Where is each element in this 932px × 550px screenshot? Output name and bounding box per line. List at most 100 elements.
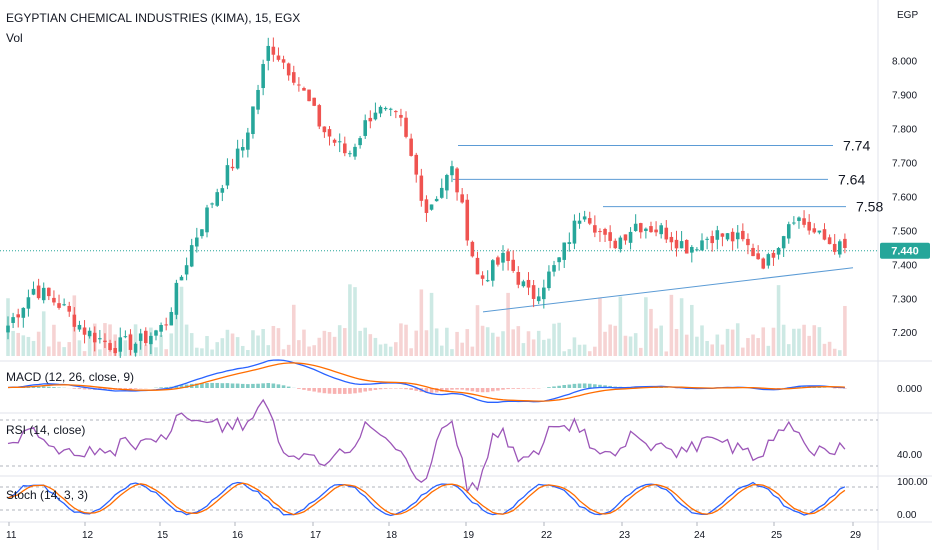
volume-bar <box>577 344 582 356</box>
candle-body <box>761 258 766 269</box>
candle-body <box>766 254 771 266</box>
candle-body <box>776 248 781 255</box>
candle-body <box>832 243 837 252</box>
time-axis[interactable]: 11 12 15 16 17 18 19 22 23 24 25 29 <box>6 522 862 541</box>
candle-body <box>603 228 607 235</box>
price-axis[interactable]: 8.000 7.900 7.800 7.700 7.600 7.500 7.400 7.300… <box>892 57 917 340</box>
macd-histogram-bar <box>460 388 464 390</box>
candle-body <box>730 231 735 242</box>
candle-body <box>47 287 51 297</box>
candle-body <box>286 63 291 76</box>
candle-body <box>618 237 623 250</box>
candle-body <box>690 246 694 253</box>
volume-bar <box>210 349 214 356</box>
candle-body <box>460 194 464 203</box>
candle-body <box>394 111 398 113</box>
volume-bar <box>251 330 255 356</box>
macd-histogram-bar <box>506 388 510 390</box>
volume-bar <box>735 323 740 356</box>
volume-bar <box>511 329 515 356</box>
volume-bar <box>455 331 459 356</box>
candle-body <box>654 229 658 233</box>
macd-histogram-bar <box>36 386 41 388</box>
volume-bar <box>327 332 332 356</box>
volume-bar <box>572 337 577 356</box>
macd-label: MACD (12, 26, close, 9) <box>6 370 134 384</box>
macd-histogram-bar <box>388 388 393 389</box>
macd-histogram-bar <box>246 384 250 388</box>
volume-bar <box>77 340 82 356</box>
volume-bar <box>189 333 194 356</box>
volume-bar <box>348 284 352 356</box>
volume-bar <box>337 325 342 356</box>
volume-bar <box>154 347 158 356</box>
volume-bar <box>812 325 817 356</box>
volume-bar <box>424 330 429 356</box>
candle-body <box>92 332 97 343</box>
volume-bar <box>439 345 444 356</box>
candle-body <box>189 245 194 267</box>
macd-histogram-bar <box>414 388 419 391</box>
macd-histogram-bar <box>256 383 260 388</box>
volume-bar <box>552 323 556 356</box>
time-tick-label: 18 <box>386 530 398 541</box>
candle-body <box>792 222 796 224</box>
candle-body <box>337 141 342 143</box>
candle-body <box>822 229 827 240</box>
macd-histogram-bar <box>843 388 847 389</box>
stoch-pane: 100.00 0.00 <box>0 477 928 521</box>
volume-bar <box>41 311 46 356</box>
volume-bar <box>582 344 587 356</box>
candle-body <box>751 247 755 257</box>
candle-body <box>123 336 128 338</box>
candle-body <box>225 165 230 186</box>
horizontal-levels[interactable]: 7.74 7.64 7.58 <box>0 137 883 313</box>
candle-body <box>491 260 495 281</box>
volume-bar <box>827 341 832 356</box>
candle-body <box>628 231 633 243</box>
volume-bar <box>608 324 612 356</box>
candle-body <box>210 203 214 205</box>
candle-body <box>838 241 842 255</box>
candle-body <box>552 265 556 272</box>
candle-body <box>684 240 689 254</box>
candle-body <box>567 242 572 244</box>
candle-body <box>62 304 66 306</box>
candle-body <box>414 154 419 175</box>
candle-body <box>353 146 357 157</box>
candle-body <box>506 251 510 262</box>
candle-body <box>169 311 174 326</box>
candle-body <box>496 257 500 265</box>
time-tick-label: 11 <box>6 530 17 541</box>
volume-bar <box>302 329 306 356</box>
candle-body <box>363 120 367 136</box>
macd-histogram-bar <box>797 386 801 388</box>
macd-histogram-bar <box>302 388 306 390</box>
macd-histogram-bar <box>205 382 209 388</box>
macd-histogram-bar <box>491 388 495 392</box>
candle-body <box>200 229 204 237</box>
candle-body <box>526 279 531 288</box>
macd-histogram-bar <box>480 388 485 393</box>
candlesticks <box>6 37 847 358</box>
candle-body <box>230 166 235 169</box>
candle-body <box>72 314 77 327</box>
candle-body <box>103 340 107 343</box>
candle-body <box>108 343 112 350</box>
candle-body <box>388 108 393 110</box>
volume-bar <box>649 308 653 356</box>
volume-bar <box>26 336 31 356</box>
candle-body <box>802 218 806 225</box>
candle-body <box>307 89 311 102</box>
candle-body <box>521 281 526 287</box>
candle-body <box>52 297 56 303</box>
candle-body <box>547 271 551 289</box>
volume-bar <box>521 343 526 356</box>
candle-body <box>577 220 582 224</box>
time-tick-label: 24 <box>694 530 706 541</box>
time-tick-label: 25 <box>771 530 783 541</box>
volume-bar <box>291 304 296 356</box>
candle-body <box>143 330 148 344</box>
candle-body <box>297 84 301 86</box>
